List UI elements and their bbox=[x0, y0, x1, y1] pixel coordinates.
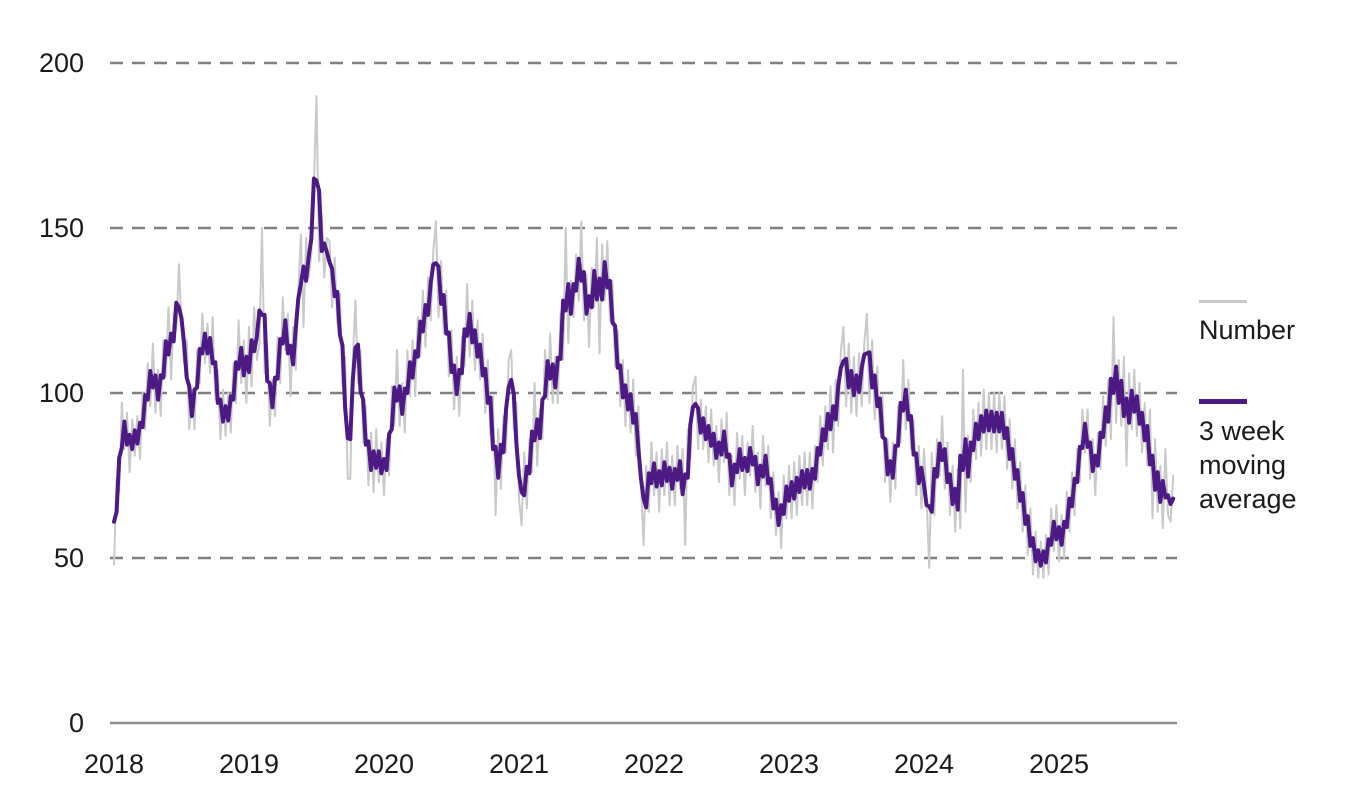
x-tick-label: 2019 bbox=[219, 749, 279, 779]
x-tick-label: 2021 bbox=[489, 749, 549, 779]
y-tick-label: 150 bbox=[39, 213, 84, 243]
x-tick-label: 2024 bbox=[894, 749, 954, 779]
moving-average-line-swatch bbox=[1199, 399, 1247, 404]
x-tick-label: 2020 bbox=[354, 749, 414, 779]
legend-label-moving-average: 3 week moving average bbox=[1199, 416, 1297, 514]
y-tick-label: 100 bbox=[39, 378, 84, 408]
moving-average-line bbox=[112, 176, 1176, 568]
x-tick-label: 2025 bbox=[1029, 749, 1089, 779]
number-line bbox=[113, 95, 1175, 579]
chart-legend: Number 3 week moving average bbox=[1199, 300, 1349, 516]
y-tick-label: 200 bbox=[39, 48, 84, 78]
legend-label-number: Number bbox=[1199, 315, 1296, 345]
number-line-swatch bbox=[1199, 300, 1247, 303]
x-tick-label: 2022 bbox=[624, 749, 684, 779]
x-tick-label: 2023 bbox=[759, 749, 819, 779]
x-axis-tick-labels: 2018 2019 2020 2021 2022 2023 2024 2025 bbox=[84, 749, 1089, 779]
y-tick-label: 0 bbox=[69, 708, 84, 738]
y-axis-tick-labels: 0 50 100 150 200 bbox=[39, 48, 84, 738]
x-tick-label: 2018 bbox=[84, 749, 144, 779]
y-tick-label: 50 bbox=[54, 543, 84, 573]
